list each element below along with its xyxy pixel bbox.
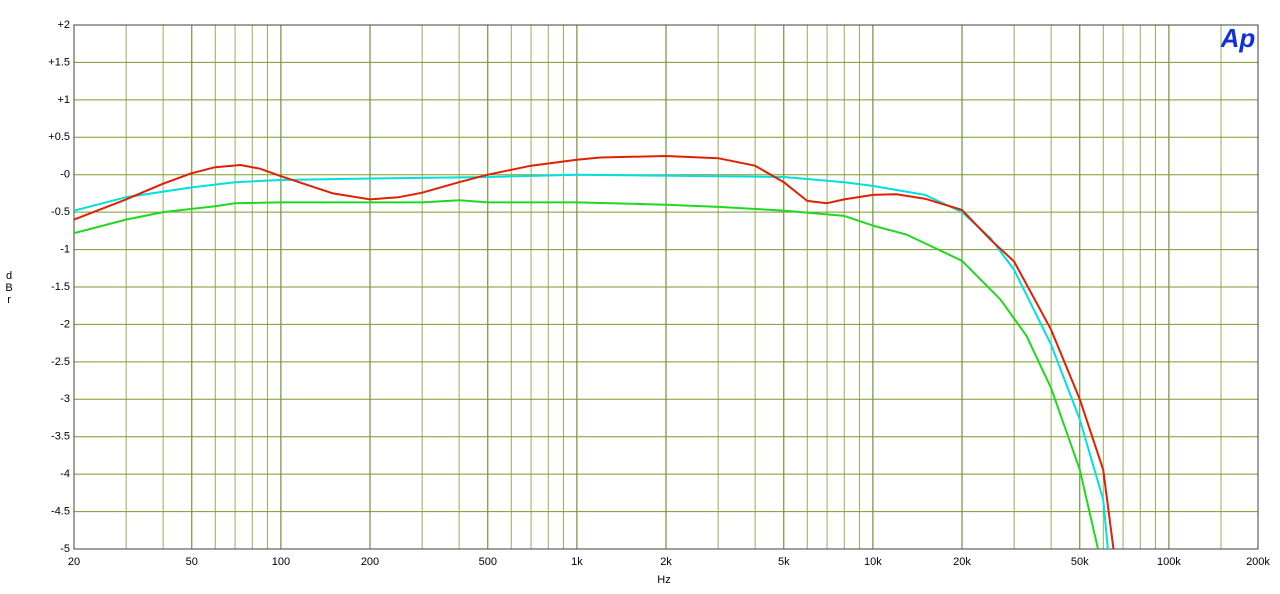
- x-tick-label: 50k: [1071, 556, 1089, 568]
- x-tick-label: 10k: [864, 556, 882, 568]
- x-tick-label: 5k: [778, 556, 790, 568]
- plot-border: [73, 24, 1259, 550]
- y-tick-label: +2: [57, 19, 70, 31]
- line: [74, 155, 1115, 549]
- x-axis-label: Hz: [657, 574, 670, 586]
- y-tick-label: -3.5: [51, 431, 70, 443]
- y-tick-label: -0.5: [51, 206, 70, 218]
- y-tick-label: -2: [60, 318, 70, 330]
- y-tick-label: -4.5: [51, 505, 70, 517]
- line: [74, 199, 1099, 549]
- x-tick-label: 20: [68, 556, 80, 568]
- y-axis-label: dBr: [3, 270, 15, 306]
- y-tick-label: +1: [57, 94, 70, 106]
- x-tick-label: 100: [272, 556, 290, 568]
- x-tick-label: 200: [361, 556, 379, 568]
- line: [74, 173, 1109, 549]
- y-tick-label: -5: [60, 543, 70, 555]
- plot-area: [74, 155, 1115, 549]
- x-tick-label: 2k: [660, 556, 672, 568]
- y-tick-label: -2.5: [51, 356, 70, 368]
- logo: Ap: [1220, 23, 1256, 53]
- y-tick-label: -4: [60, 468, 70, 480]
- y-tick-label: -0: [60, 169, 70, 181]
- y-tick-label: -1.5: [51, 281, 70, 293]
- y-tick-label: +1.5: [48, 56, 70, 68]
- y-tick-label: +0.5: [48, 131, 70, 143]
- x-tick-label: 50: [186, 556, 198, 568]
- y-tick-label: -3: [60, 393, 70, 405]
- x-tick-label: 20k: [953, 556, 971, 568]
- x-tick-label: 200k: [1246, 556, 1270, 568]
- y-tick-label: -1: [60, 243, 70, 255]
- x-tick-label: 100k: [1157, 556, 1181, 568]
- x-tick-label: 500: [479, 556, 497, 568]
- x-tick-label: 1k: [571, 556, 583, 568]
